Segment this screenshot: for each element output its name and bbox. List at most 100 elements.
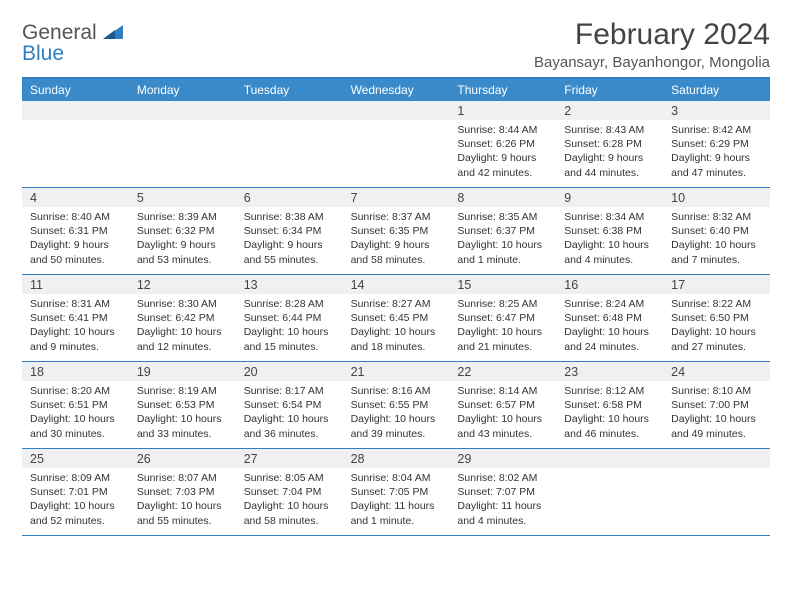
daylight-text: Daylight: 10 hours and 33 minutes. — [137, 412, 228, 440]
cell-body: Sunrise: 8:39 AMSunset: 6:32 PMDaylight:… — [129, 207, 236, 271]
sunrise-text: Sunrise: 8:24 AM — [564, 297, 655, 311]
sunset-text: Sunset: 6:44 PM — [244, 311, 335, 325]
daylight-text: Daylight: 9 hours and 47 minutes. — [671, 151, 762, 179]
sunrise-text: Sunrise: 8:40 AM — [30, 210, 121, 224]
day-number: 27 — [236, 449, 343, 468]
day-number: 6 — [236, 188, 343, 207]
daylight-text: Daylight: 11 hours and 4 minutes. — [457, 499, 548, 527]
cell-body: Sunrise: 8:02 AMSunset: 7:07 PMDaylight:… — [449, 468, 556, 532]
sunrise-text: Sunrise: 8:43 AM — [564, 123, 655, 137]
sunrise-text: Sunrise: 8:37 AM — [351, 210, 442, 224]
calendar-cell — [663, 449, 770, 535]
calendar-cell: 8Sunrise: 8:35 AMSunset: 6:37 PMDaylight… — [449, 188, 556, 274]
calendar-cell: 24Sunrise: 8:10 AMSunset: 7:00 PMDayligh… — [663, 362, 770, 448]
sunset-text: Sunset: 6:26 PM — [457, 137, 548, 151]
sunset-text: Sunset: 6:58 PM — [564, 398, 655, 412]
sunset-text: Sunset: 6:29 PM — [671, 137, 762, 151]
calendar-cell: 12Sunrise: 8:30 AMSunset: 6:42 PMDayligh… — [129, 275, 236, 361]
day-number: 16 — [556, 275, 663, 294]
calendar-cell: 10Sunrise: 8:32 AMSunset: 6:40 PMDayligh… — [663, 188, 770, 274]
cell-body: Sunrise: 8:34 AMSunset: 6:38 PMDaylight:… — [556, 207, 663, 271]
sunrise-text: Sunrise: 8:34 AM — [564, 210, 655, 224]
sunrise-text: Sunrise: 8:22 AM — [671, 297, 762, 311]
cell-body: Sunrise: 8:24 AMSunset: 6:48 PMDaylight:… — [556, 294, 663, 358]
calendar-week: 1Sunrise: 8:44 AMSunset: 6:26 PMDaylight… — [22, 101, 770, 188]
sunset-text: Sunset: 6:31 PM — [30, 224, 121, 238]
sunrise-text: Sunrise: 8:44 AM — [457, 123, 548, 137]
day-number: 9 — [556, 188, 663, 207]
daylight-text: Daylight: 10 hours and 39 minutes. — [351, 412, 442, 440]
sunset-text: Sunset: 7:07 PM — [457, 485, 548, 499]
cell-body: Sunrise: 8:10 AMSunset: 7:00 PMDaylight:… — [663, 381, 770, 445]
daylight-text: Daylight: 9 hours and 44 minutes. — [564, 151, 655, 179]
day-header: Monday — [129, 79, 236, 101]
cell-body: Sunrise: 8:44 AMSunset: 6:26 PMDaylight:… — [449, 120, 556, 184]
sunset-text: Sunset: 7:04 PM — [244, 485, 335, 499]
daylight-text: Daylight: 10 hours and 36 minutes. — [244, 412, 335, 440]
sunset-text: Sunset: 6:34 PM — [244, 224, 335, 238]
daylight-text: Daylight: 9 hours and 58 minutes. — [351, 238, 442, 266]
logo-line1: General — [22, 21, 97, 44]
sunset-text: Sunset: 6:48 PM — [564, 311, 655, 325]
day-number: 7 — [343, 188, 450, 207]
daylight-text: Daylight: 10 hours and 7 minutes. — [671, 238, 762, 266]
calendar-cell: 21Sunrise: 8:16 AMSunset: 6:55 PMDayligh… — [343, 362, 450, 448]
sunset-text: Sunset: 6:38 PM — [564, 224, 655, 238]
sunset-text: Sunset: 6:37 PM — [457, 224, 548, 238]
sunset-text: Sunset: 7:05 PM — [351, 485, 442, 499]
header: General Blue February 2024 Bayansayr, Ba… — [22, 18, 770, 71]
sunset-text: Sunset: 6:40 PM — [671, 224, 762, 238]
daylight-text: Daylight: 11 hours and 1 minute. — [351, 499, 442, 527]
day-number — [129, 101, 236, 120]
day-number: 3 — [663, 101, 770, 120]
calendar-cell: 2Sunrise: 8:43 AMSunset: 6:28 PMDaylight… — [556, 101, 663, 187]
calendar-cell: 7Sunrise: 8:37 AMSunset: 6:35 PMDaylight… — [343, 188, 450, 274]
sunrise-text: Sunrise: 8:25 AM — [457, 297, 548, 311]
calendar: SundayMondayTuesdayWednesdayThursdayFrid… — [22, 77, 770, 536]
day-number: 22 — [449, 362, 556, 381]
sunset-text: Sunset: 6:35 PM — [351, 224, 442, 238]
cell-body: Sunrise: 8:42 AMSunset: 6:29 PMDaylight:… — [663, 120, 770, 184]
daylight-text: Daylight: 10 hours and 43 minutes. — [457, 412, 548, 440]
day-number: 10 — [663, 188, 770, 207]
sunset-text: Sunset: 6:54 PM — [244, 398, 335, 412]
day-number: 24 — [663, 362, 770, 381]
logo-text: General Blue — [22, 22, 123, 64]
day-number: 18 — [22, 362, 129, 381]
daylight-text: Daylight: 10 hours and 9 minutes. — [30, 325, 121, 353]
daylight-text: Daylight: 9 hours and 50 minutes. — [30, 238, 121, 266]
sunrise-text: Sunrise: 8:42 AM — [671, 123, 762, 137]
calendar-cell: 4 Sunrise: 8:40 AMSunset: 6:31 PMDaylight… — [22, 188, 129, 274]
daylight-text: Daylight: 10 hours and 46 minutes. — [564, 412, 655, 440]
calendar-week: 18 Sunrise: 8:20 AMSunset: 6:51 PM Dayligh… — [22, 362, 770, 449]
day-number: 4 — [22, 188, 129, 207]
calendar-cell: 29Sunrise: 8:02 AMSunset: 7:07 PMDayligh… — [449, 449, 556, 535]
day-number: 1 — [449, 101, 556, 120]
cell-body: Sunrise: 8:07 AMSunset: 7:03 PMDaylight:… — [129, 468, 236, 532]
sunrise-text: Sunrise: 8:04 AM — [351, 471, 442, 485]
day-number: 2 — [556, 101, 663, 120]
calendar-cell — [236, 101, 343, 187]
calendar-cell — [343, 101, 450, 187]
day-number: 17 — [663, 275, 770, 294]
sunrise-text: Sunrise: 8:20 AM — [30, 384, 121, 398]
sunrise-text: Sunrise: 8:10 AM — [671, 384, 762, 398]
cell-body: Sunrise: 8:19 AMSunset: 6:53 PMDaylight:… — [129, 381, 236, 445]
day-number: 23 — [556, 362, 663, 381]
calendar-cell: 22Sunrise: 8:14 AMSunset: 6:57 PMDayligh… — [449, 362, 556, 448]
sunrise-text: Sunrise: 8:12 AM — [564, 384, 655, 398]
day-header-row: SundayMondayTuesdayWednesdayThursdayFrid… — [22, 79, 770, 101]
cell-body: Sunrise: 8:22 AMSunset: 6:50 PMDaylight:… — [663, 294, 770, 358]
day-number: 12 — [129, 275, 236, 294]
sunrise-text: Sunrise: 8:30 AM — [137, 297, 228, 311]
sunset-text: Sunset: 6:32 PM — [137, 224, 228, 238]
sunset-text: Sunset: 6:42 PM — [137, 311, 228, 325]
cell-body: Sunrise: 8:38 AMSunset: 6:34 PMDaylight:… — [236, 207, 343, 271]
daylight-text: Daylight: 10 hours and 18 minutes. — [351, 325, 442, 353]
day-number — [236, 101, 343, 120]
daylight-text: Daylight: 9 hours and 42 minutes. — [457, 151, 548, 179]
daylight-text: Daylight: 10 hours and 24 minutes. — [564, 325, 655, 353]
title-block: February 2024 Bayansayr, Bayanhongor, Mo… — [534, 18, 770, 71]
cell-body: Sunrise: 8:37 AMSunset: 6:35 PMDaylight:… — [343, 207, 450, 271]
sunset-text: Sunset: 6:51 PM — [30, 398, 121, 412]
